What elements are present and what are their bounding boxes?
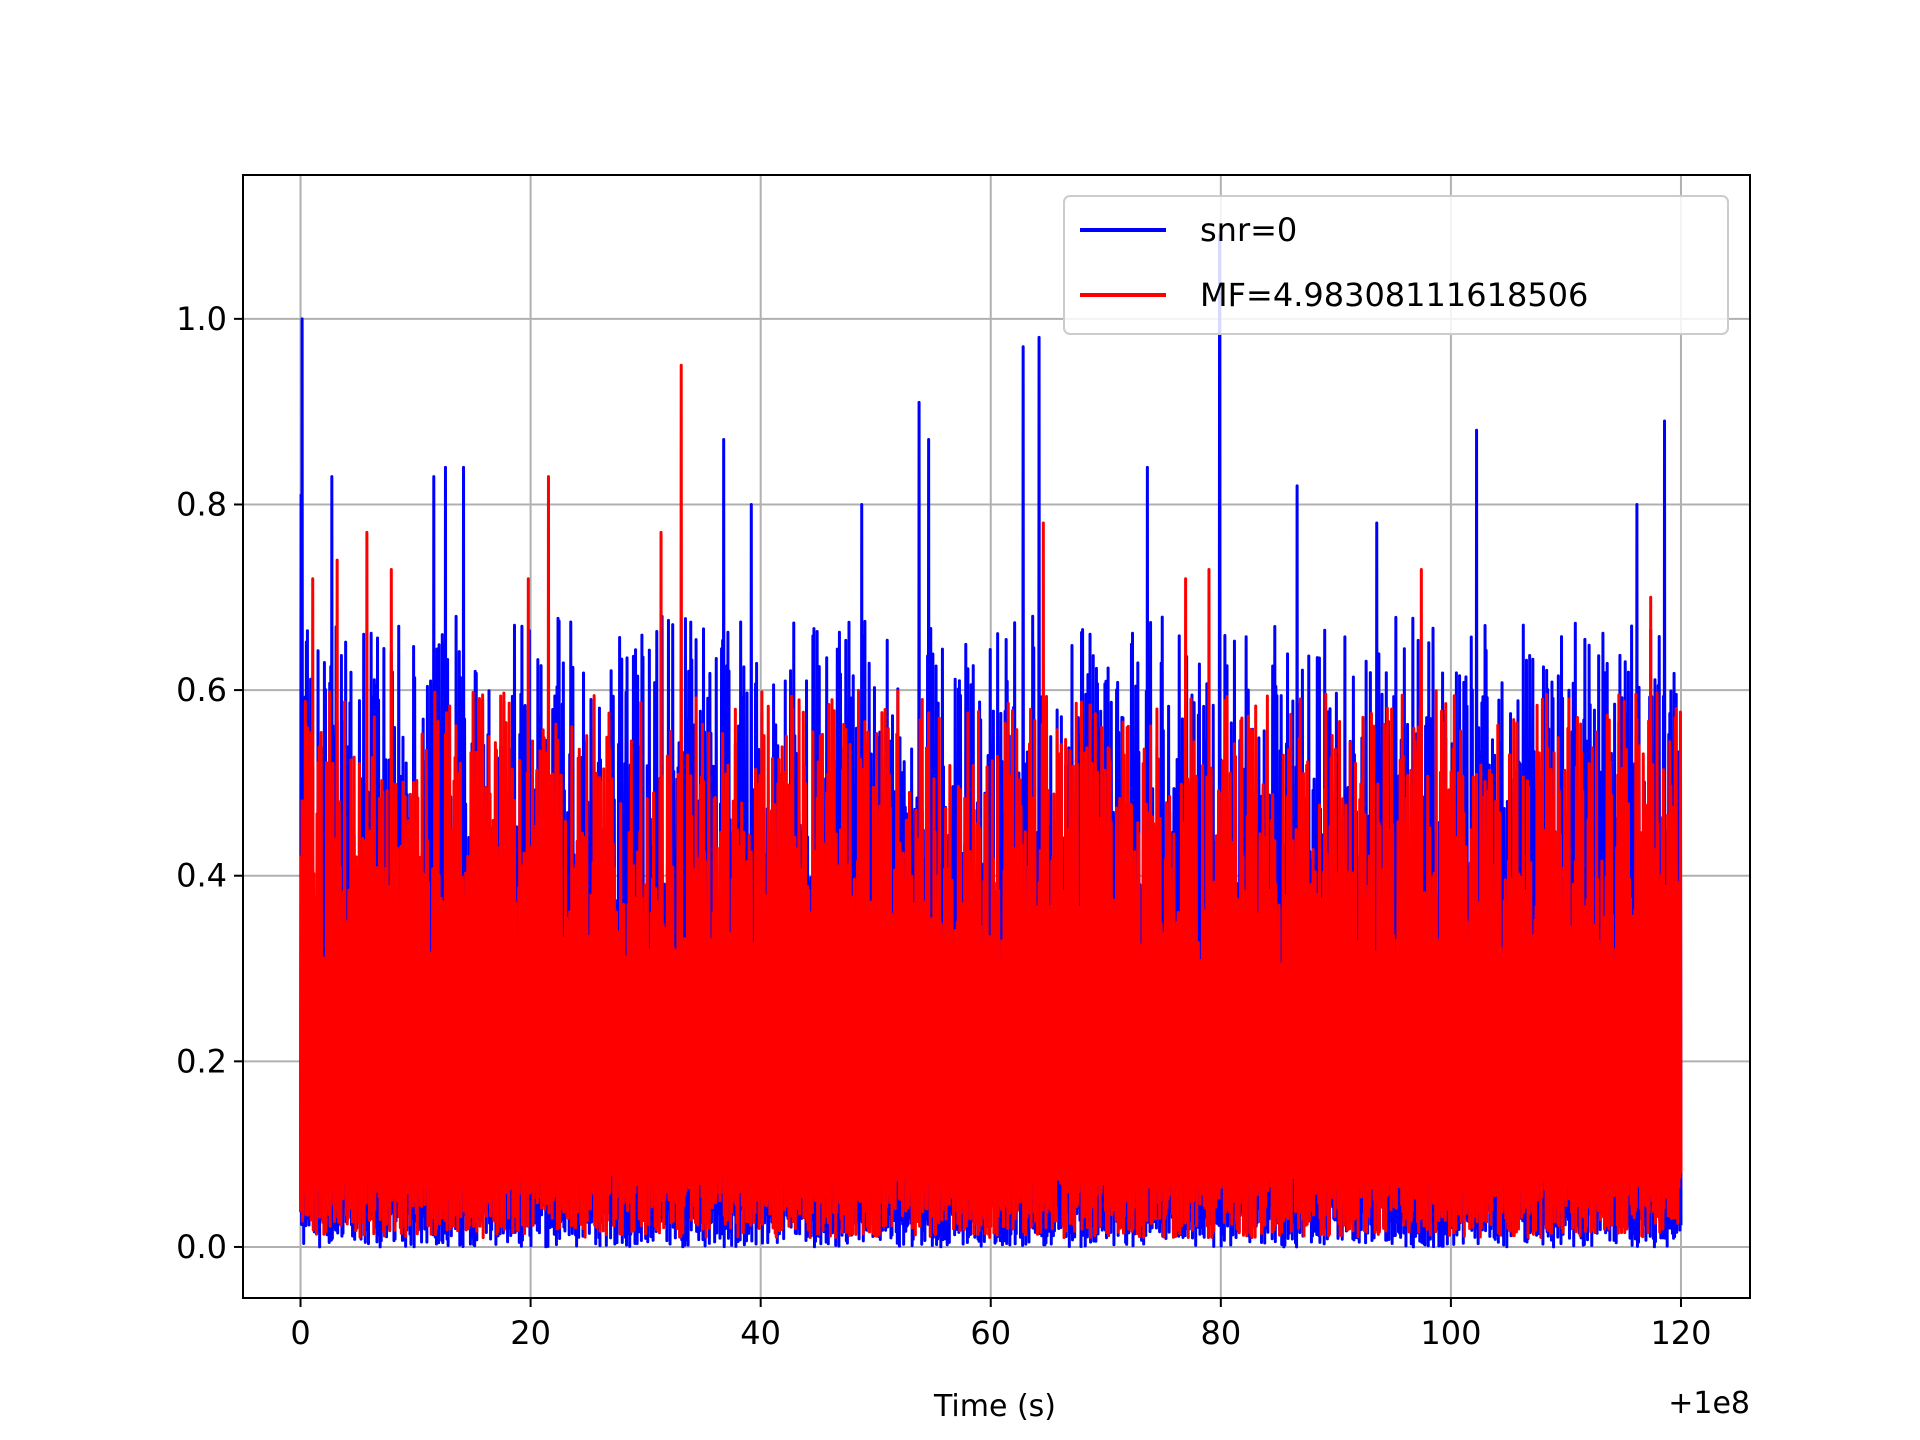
legend-label-mf: MF=4.98308111618506 xyxy=(1200,276,1588,314)
legend-box xyxy=(1063,195,1729,335)
plot-frame xyxy=(242,174,1751,1299)
x-tick-label: 40 xyxy=(740,1314,781,1352)
legend-label-snr: snr=0 xyxy=(1200,211,1297,249)
x-tick-label: 120 xyxy=(1650,1314,1711,1352)
x-tick-label: 60 xyxy=(970,1314,1011,1352)
series-mf xyxy=(299,363,1683,1240)
y-tick-label: 1.0 xyxy=(176,300,227,338)
x-tick-label: 80 xyxy=(1200,1314,1241,1352)
x-axis-offset: +1e8 xyxy=(1668,1386,1750,1421)
y-tick-label: 0.2 xyxy=(176,1042,227,1080)
x-tick-label: 20 xyxy=(510,1314,551,1352)
y-tick-label: 0.8 xyxy=(176,485,227,523)
legend: snr=0 MF=4.98308111618506 xyxy=(1063,195,1729,335)
y-axis-ticks: 0.0 0.2 0.4 0.6 0.8 1.0 xyxy=(176,300,243,1266)
line-mf xyxy=(299,363,1683,1240)
y-tick-label: 0.6 xyxy=(176,671,227,709)
x-tick-label: 0 xyxy=(290,1314,310,1352)
x-axis-label: Time (s) xyxy=(933,1389,1056,1424)
y-tick-label: 0.4 xyxy=(176,857,227,895)
y-tick-label: 0.0 xyxy=(176,1228,227,1266)
x-axis-ticks: 0 20 40 60 80 100 120 xyxy=(290,1298,1712,1352)
x-tick-label: 100 xyxy=(1420,1314,1481,1352)
